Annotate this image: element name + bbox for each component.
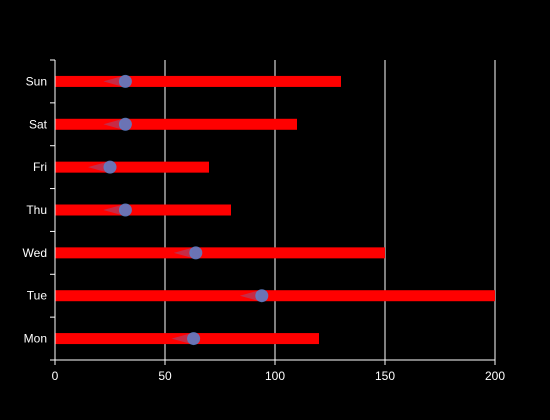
bar — [55, 204, 231, 216]
y-tick-label: Tue — [27, 289, 48, 303]
x-tick-label: 200 — [485, 369, 505, 383]
marker-point — [239, 289, 269, 303]
y-tick-label: Sun — [26, 74, 47, 88]
marker-point — [171, 332, 201, 346]
marker-dot — [189, 246, 203, 260]
marker-dot — [103, 160, 117, 174]
marker-tail — [103, 76, 122, 87]
y-tick-label: Wed — [23, 246, 47, 260]
marker-tail — [173, 247, 192, 258]
marker-tail — [103, 119, 122, 130]
marker-tail — [239, 290, 258, 301]
marker-tail — [88, 162, 106, 173]
marker-point — [103, 203, 132, 217]
bar — [55, 118, 297, 130]
y-tick-label: Mon — [24, 332, 47, 346]
x-tick-label: 50 — [158, 369, 172, 383]
marker-point — [103, 117, 132, 131]
bars — [55, 75, 495, 345]
marker-dot — [187, 332, 201, 346]
x-tick-label: 150 — [375, 369, 395, 383]
x-axis: 0 50 100 150 200 — [52, 359, 505, 383]
bar — [55, 290, 495, 302]
marker-tail — [103, 205, 122, 215]
bar — [55, 75, 341, 87]
marker-dot — [118, 117, 132, 131]
bar — [55, 247, 385, 259]
marker-dot — [255, 289, 269, 303]
marker-point — [88, 160, 117, 174]
marker-tail — [171, 333, 190, 344]
markers — [88, 74, 269, 346]
marker-point — [173, 246, 203, 260]
marker-dot — [118, 203, 132, 217]
x-tick-label: 100 — [265, 369, 285, 383]
y-axis: Mon Tue Wed Thu Fri Sat Sun — [23, 59, 56, 361]
marker-point — [103, 74, 132, 88]
y-tick-label: Thu — [26, 203, 47, 217]
bar — [55, 161, 209, 173]
x-tick-label: 0 — [52, 369, 59, 383]
bar — [55, 333, 319, 345]
y-tick-label: Fri — [33, 160, 47, 174]
y-tick-label: Sat — [29, 117, 48, 131]
marker-dot — [118, 74, 132, 88]
